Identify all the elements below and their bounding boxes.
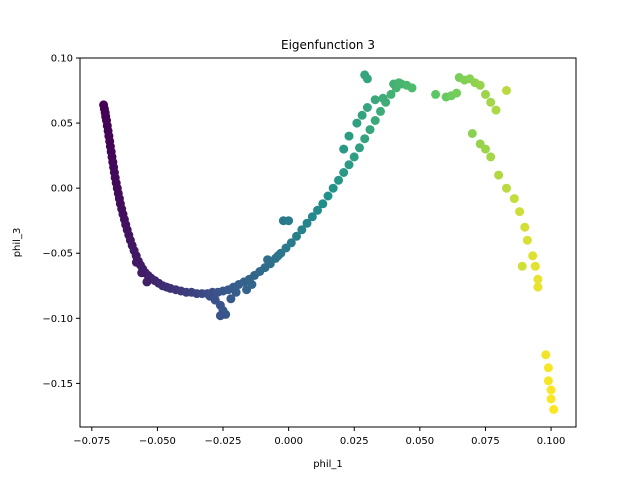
data-point bbox=[370, 116, 380, 125]
data-point bbox=[502, 86, 511, 95]
data-point bbox=[318, 199, 328, 209]
x-tick-label: 0.025 bbox=[340, 436, 369, 447]
x-tick-label: −0.025 bbox=[205, 436, 242, 447]
data-point bbox=[357, 110, 367, 120]
data-point bbox=[546, 394, 556, 404]
data-point bbox=[307, 212, 317, 222]
data-point bbox=[215, 311, 225, 321]
chart-title: Eigenfunction 3 bbox=[281, 38, 375, 52]
data-point bbox=[533, 274, 543, 284]
data-point bbox=[297, 225, 307, 235]
data-point bbox=[362, 74, 372, 84]
data-point bbox=[541, 350, 551, 360]
data-point bbox=[533, 282, 543, 292]
data-point bbox=[231, 287, 241, 297]
data-point bbox=[247, 280, 257, 289]
data-point bbox=[486, 97, 496, 107]
data-point bbox=[486, 152, 496, 162]
x-tick-label: 0.075 bbox=[471, 436, 500, 447]
data-point bbox=[475, 80, 485, 90]
data-point bbox=[137, 268, 147, 278]
x-tick-label: −0.050 bbox=[139, 436, 176, 447]
data-point bbox=[530, 261, 540, 271]
data-point bbox=[263, 255, 273, 265]
y-axis-label: phil_3 bbox=[12, 228, 23, 258]
data-point bbox=[365, 125, 375, 135]
data-point bbox=[386, 89, 396, 99]
data-point bbox=[431, 89, 441, 99]
data-point bbox=[546, 385, 556, 395]
data-point bbox=[344, 160, 354, 170]
y-tick-label: −0.10 bbox=[42, 314, 73, 325]
x-tick-label: −0.075 bbox=[73, 436, 110, 447]
data-point bbox=[352, 118, 362, 128]
data-point bbox=[467, 129, 477, 138]
data-point bbox=[313, 205, 322, 215]
data-point bbox=[292, 231, 301, 241]
data-point bbox=[286, 238, 296, 248]
y-tick-label: 0.10 bbox=[51, 54, 73, 65]
data-point bbox=[378, 93, 388, 103]
data-point bbox=[370, 95, 380, 105]
data-point bbox=[273, 251, 283, 261]
data-point bbox=[549, 404, 559, 414]
data-point bbox=[376, 106, 385, 116]
data-point bbox=[520, 222, 530, 232]
data-point bbox=[339, 144, 349, 154]
x-tick-label: 0.100 bbox=[537, 436, 566, 447]
data-point bbox=[509, 194, 519, 204]
data-point bbox=[481, 89, 490, 99]
data-point bbox=[355, 143, 364, 153]
x-axis-label: phil_1 bbox=[313, 459, 343, 470]
data-point bbox=[360, 134, 370, 144]
data-point bbox=[339, 168, 349, 177]
data-point bbox=[284, 216, 294, 226]
data-point bbox=[494, 170, 504, 180]
data-point bbox=[452, 88, 462, 98]
y-axis: −0.15 −0.10 −0.05 0.00 0.05 0.10 bbox=[42, 54, 80, 390]
data-point bbox=[517, 261, 527, 271]
plot-frame bbox=[79, 57, 577, 428]
data-point bbox=[323, 191, 333, 201]
data-point bbox=[543, 363, 553, 373]
y-tick-label: −0.05 bbox=[42, 249, 73, 260]
data-point bbox=[328, 183, 338, 193]
data-point bbox=[344, 131, 354, 141]
x-axis: −0.075 −0.050 −0.025 0.000 0.025 0.050 0.075 0.… bbox=[73, 427, 565, 447]
data-point bbox=[394, 78, 404, 88]
data-point bbox=[515, 207, 525, 217]
data-point bbox=[362, 103, 372, 112]
x-tick-label: 0.050 bbox=[406, 436, 435, 447]
data-point bbox=[142, 277, 152, 287]
y-tick-label: 0.00 bbox=[51, 184, 73, 195]
data-point bbox=[528, 251, 538, 261]
data-point bbox=[226, 294, 236, 304]
points-layer bbox=[99, 70, 559, 414]
data-point bbox=[407, 83, 417, 93]
data-point bbox=[491, 105, 501, 115]
data-point bbox=[302, 218, 312, 228]
data-point bbox=[349, 152, 359, 162]
y-tick-label: −0.15 bbox=[42, 379, 73, 390]
data-point bbox=[481, 144, 490, 154]
data-point bbox=[543, 376, 553, 386]
data-point bbox=[334, 175, 343, 185]
y-tick-label: 0.05 bbox=[51, 119, 73, 130]
data-point bbox=[522, 235, 532, 245]
data-point bbox=[502, 183, 511, 193]
data-point bbox=[131, 257, 141, 267]
x-tick-label: 0.000 bbox=[274, 436, 303, 447]
